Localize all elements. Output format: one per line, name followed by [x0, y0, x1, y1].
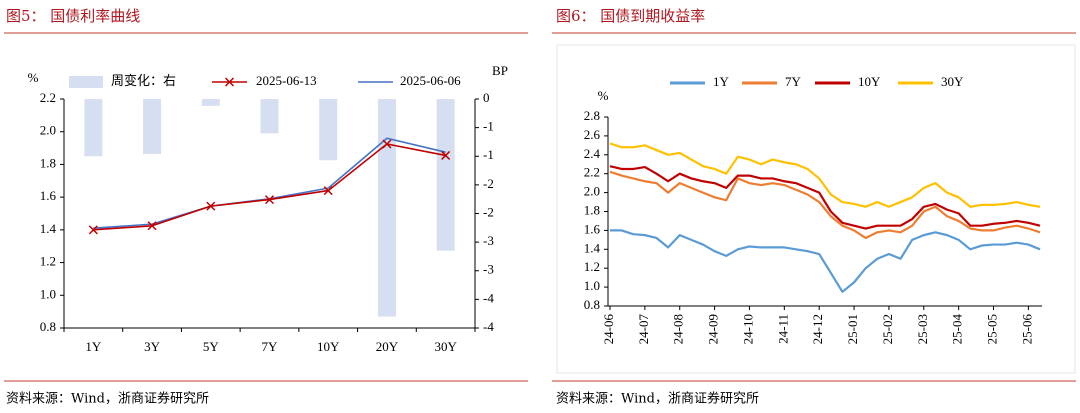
y-axis-label: % — [28, 70, 39, 85]
legend-label: 周变化：右 — [111, 73, 176, 88]
x-tick-label: 25-02 — [880, 314, 895, 344]
y-tick-label: 2.8 — [584, 108, 600, 123]
point-marker — [206, 201, 216, 211]
y-tick-label: 0.8 — [584, 297, 600, 312]
y-tick-label: 1.6 — [584, 221, 601, 236]
legend-label: 1Y — [713, 74, 730, 89]
bar — [377, 99, 396, 317]
point-marker — [441, 150, 451, 160]
chart-title: 图5： 国债利率曲线 — [6, 7, 140, 25]
x-tick-label: 24-07 — [636, 314, 651, 345]
y-tick-label: 2.2 — [584, 165, 600, 180]
y-axis-label: % — [598, 88, 609, 103]
y2-tick-label: 0 — [483, 90, 490, 105]
bar — [143, 99, 162, 154]
legend-label: 10Y — [858, 74, 881, 89]
legend-marker — [224, 77, 235, 87]
bar — [319, 99, 338, 161]
x-tick-label: 3Y — [144, 339, 161, 354]
x-tick-label: 25-06 — [1019, 314, 1034, 345]
bar — [436, 99, 455, 251]
y-tick-label: 1.6 — [40, 188, 57, 203]
y-tick-label: 1.2 — [584, 259, 600, 274]
x-tick-label: 24-09 — [706, 314, 721, 344]
legend-label: 2025-06-13 — [256, 73, 317, 88]
x-tick-label: 25-05 — [984, 314, 999, 344]
plot-frame — [556, 44, 1076, 374]
y2-axis-label: BP — [492, 63, 508, 78]
y-tick-label: 0.8 — [40, 319, 56, 334]
x-tick-label: 30Y — [434, 339, 457, 354]
x-tick-label: 24-08 — [671, 314, 686, 344]
point-marker — [88, 225, 98, 235]
y-tick-label: 1.0 — [40, 286, 56, 301]
point-marker — [323, 186, 333, 196]
y2-tick-label: -1 — [483, 119, 494, 134]
bar — [260, 99, 279, 134]
x-tick-label: 24-11 — [775, 314, 790, 344]
chart-title: 图6： 国债到期收益率 — [556, 7, 705, 25]
x-tick-label: 1Y — [85, 339, 102, 354]
x-tick-label: 25-04 — [950, 314, 965, 345]
source-note: 资料来源：Wind，浙商证券研究所 — [6, 391, 209, 407]
point-marker — [147, 221, 157, 231]
x-tick-label: 20Y — [376, 339, 399, 354]
y-tick-label: 2.4 — [584, 146, 601, 161]
x-tick-label: 25-03 — [915, 314, 930, 344]
x-tick-label: 24-10 — [740, 314, 755, 344]
y-tick-label: 1.8 — [40, 155, 56, 170]
y2-tick-label: -3 — [483, 262, 494, 277]
line-series — [609, 142, 1041, 208]
bar — [84, 99, 103, 157]
y2-tick-label: -2 — [483, 176, 494, 191]
point-marker — [264, 195, 275, 205]
y-tick-label: 2.0 — [584, 184, 600, 199]
x-tick-label: 10Y — [317, 339, 340, 354]
x-tick-label: 24-12 — [810, 314, 825, 344]
y2-tick-label: -3 — [483, 233, 494, 248]
y2-tick-label: -2 — [483, 204, 494, 219]
y-tick-label: 1.2 — [40, 254, 56, 269]
x-tick-label: 25-01 — [845, 314, 860, 344]
legend-label: 7Y — [785, 74, 802, 89]
line-series — [609, 170, 1041, 240]
y-tick-label: 1.0 — [584, 278, 600, 293]
line-series — [610, 229, 1041, 293]
legend-swatch — [69, 76, 103, 88]
legend-label: 2025-06-06 — [400, 73, 461, 88]
bar — [201, 99, 220, 106]
x-tick-label: 24-06 — [601, 314, 616, 345]
y-tick-label: 1.8 — [584, 202, 600, 217]
y-tick-label: 1.4 — [584, 240, 601, 255]
y2-tick-label: -1 — [483, 147, 494, 162]
y2-tick-label: -4 — [483, 290, 494, 305]
y-tick-label: 2.0 — [40, 123, 56, 138]
point-marker — [382, 139, 392, 149]
y2-tick-label: -4 — [483, 319, 494, 334]
y-tick-label: 1.4 — [40, 221, 57, 236]
y-tick-label: 2.2 — [40, 90, 56, 105]
line-series — [609, 165, 1041, 230]
x-tick-label: 7Y — [262, 339, 279, 354]
source-note: 资料来源：Wind，浙商证券研究所 — [556, 391, 759, 407]
y-tick-label: 2.6 — [584, 127, 601, 142]
legend-label: 30Y — [941, 74, 964, 89]
x-tick-label: 5Y — [203, 339, 220, 354]
